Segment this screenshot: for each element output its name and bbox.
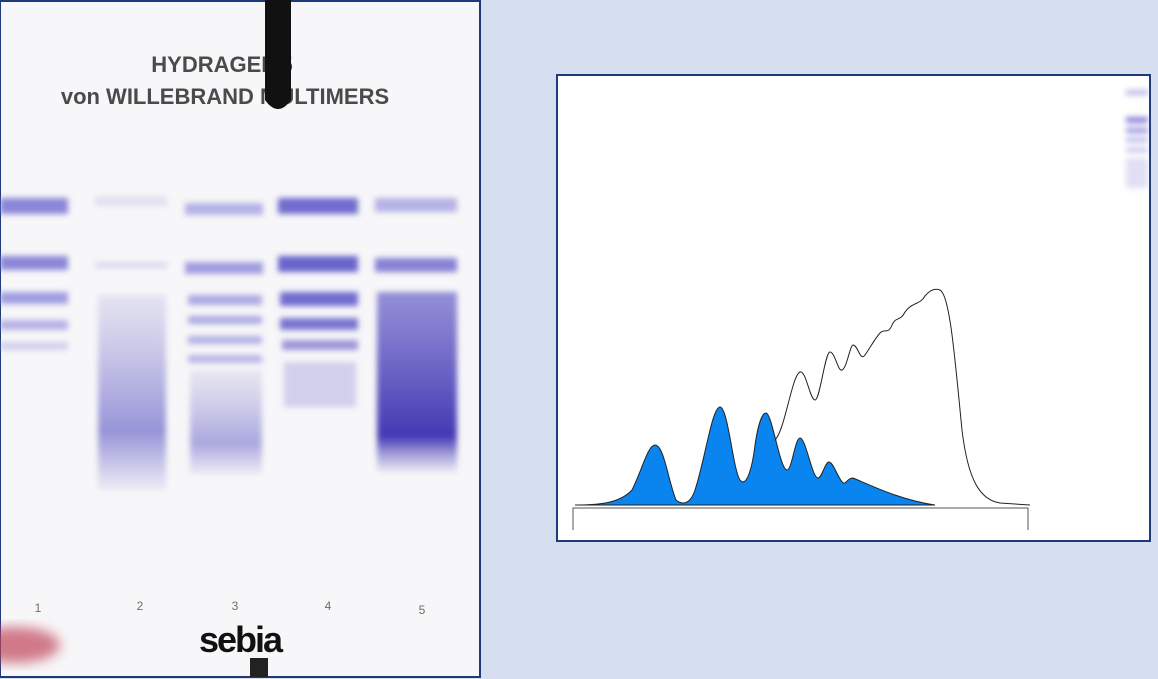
lane-label: 4 [325,599,332,613]
gel-photo: HYDRAGEL 5 von WILLEBRAND MULTIMERS 1 2 … [0,0,480,677]
slide: HYDRAGEL 5 von WILLEBRAND MULTIMERS 1 2 … [0,0,1158,679]
marker [265,0,291,109]
brand: sebia [199,619,284,660]
lane-label: 5 [419,603,426,617]
gel-subtitle: von WILLEBRAND MULTIMERS [61,84,389,109]
lane-label: 3 [232,599,239,613]
tab [250,658,268,677]
page: HYDRAGEL 5 von WILLEBRAND MULTIMERS 1 2 … [0,0,1158,679]
lane-label: 2 [137,599,144,613]
densitometry-panel [557,75,1150,541]
lane-label: 1 [35,601,42,615]
